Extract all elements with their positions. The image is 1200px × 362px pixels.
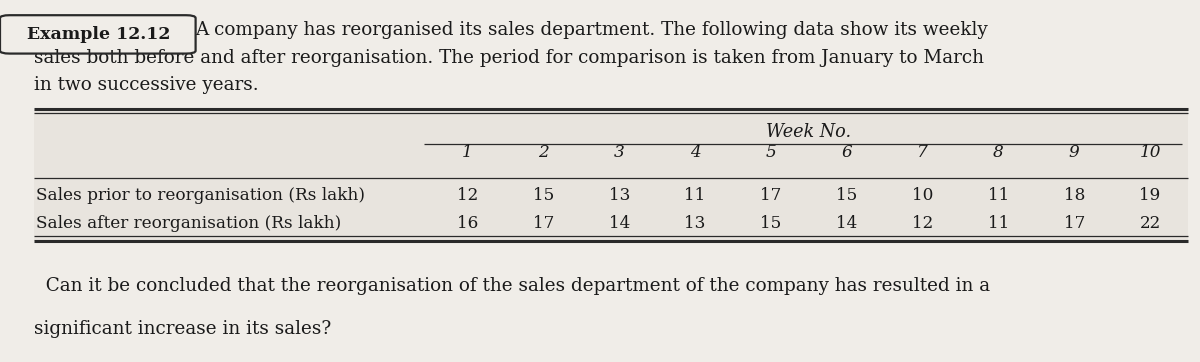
Text: 16: 16 (457, 215, 479, 232)
Text: 6: 6 (841, 144, 852, 161)
Text: 13: 13 (608, 187, 630, 204)
Text: 18: 18 (1063, 187, 1085, 204)
Text: 17: 17 (533, 215, 554, 232)
Text: 17: 17 (760, 187, 781, 204)
Text: 14: 14 (836, 215, 858, 232)
Text: 22: 22 (1140, 215, 1160, 232)
Text: 10: 10 (1139, 144, 1160, 161)
Text: Example 12.12: Example 12.12 (26, 26, 170, 43)
Text: 17: 17 (1063, 215, 1085, 232)
Text: Can it be concluded that the reorganisation of the sales department of the compa: Can it be concluded that the reorganisat… (34, 277, 990, 295)
Text: 14: 14 (608, 215, 630, 232)
Text: 8: 8 (994, 144, 1003, 161)
Text: 11: 11 (684, 187, 706, 204)
Text: 12: 12 (457, 187, 478, 204)
Text: 13: 13 (684, 215, 706, 232)
Text: in two successive years.: in two successive years. (34, 76, 258, 94)
Text: Sales prior to reorganisation (Rs lakh): Sales prior to reorganisation (Rs lakh) (36, 187, 365, 204)
Text: 5: 5 (766, 144, 776, 161)
Text: 12: 12 (912, 215, 934, 232)
Text: 4: 4 (690, 144, 701, 161)
Text: 7: 7 (917, 144, 928, 161)
Text: 15: 15 (533, 187, 554, 204)
Text: 10: 10 (912, 187, 934, 204)
Text: 3: 3 (614, 144, 624, 161)
Text: Week No.: Week No. (767, 123, 851, 142)
Text: 15: 15 (760, 215, 781, 232)
Text: significant increase in its sales?: significant increase in its sales? (34, 320, 331, 338)
Text: 9: 9 (1069, 144, 1080, 161)
Text: sales both before and after reorganisation. The period for comparison is taken f: sales both before and after reorganisati… (34, 49, 984, 67)
Text: 15: 15 (836, 187, 858, 204)
Text: Sales after reorganisation (Rs lakh): Sales after reorganisation (Rs lakh) (36, 215, 341, 232)
Text: 19: 19 (1140, 187, 1160, 204)
Text: 1: 1 (462, 144, 473, 161)
Text: A company has reorganised its sales department. The following data show its week: A company has reorganised its sales depa… (196, 21, 989, 39)
Text: 11: 11 (988, 187, 1009, 204)
FancyBboxPatch shape (34, 109, 1188, 241)
Text: 2: 2 (538, 144, 548, 161)
Text: 11: 11 (988, 215, 1009, 232)
